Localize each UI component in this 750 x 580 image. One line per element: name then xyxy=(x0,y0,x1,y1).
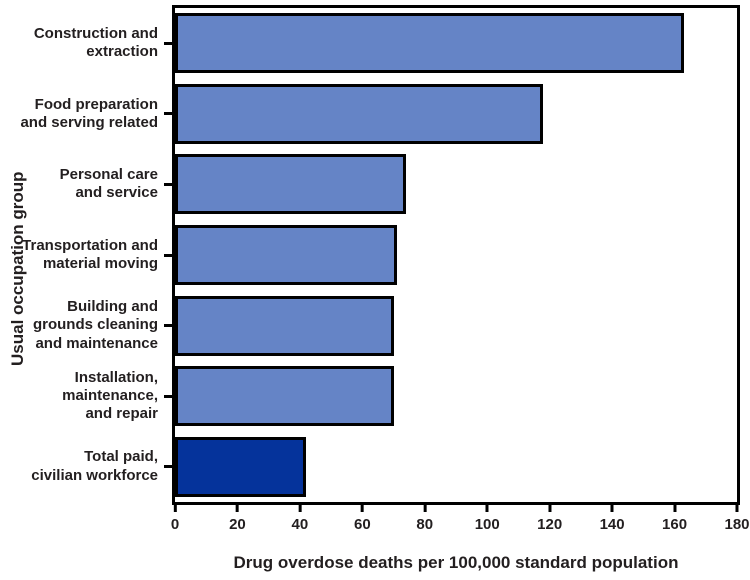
x-tick-label: 100 xyxy=(474,516,500,533)
x-tick-label: 140 xyxy=(599,516,625,533)
x-tick: 140 xyxy=(600,505,625,533)
x-tick-line xyxy=(235,505,239,512)
category-row: Building and grounds cleaning and mainte… xyxy=(0,290,737,361)
bar-track xyxy=(175,149,737,220)
y-axis-tick xyxy=(164,253,172,257)
y-axis-tick xyxy=(164,41,172,45)
category-label: Personal care and service xyxy=(59,166,158,202)
x-tick-label: 0 xyxy=(170,516,180,533)
bar-track xyxy=(175,431,737,502)
x-tick: 180 xyxy=(724,505,750,533)
category-row: Personal care and service xyxy=(0,149,737,220)
x-tick: 0 xyxy=(171,505,179,533)
category-row: Food preparation and serving related xyxy=(0,79,737,150)
x-tick-line xyxy=(423,505,427,512)
bar-track xyxy=(175,8,737,79)
x-tick-label: 80 xyxy=(416,516,434,533)
x-tick-label: 160 xyxy=(662,516,688,533)
bar xyxy=(175,295,394,356)
category-row: Transportation and material moving xyxy=(0,220,737,291)
category-label: Construction and extraction xyxy=(33,24,158,61)
bar-track xyxy=(175,361,737,432)
x-tick-line xyxy=(548,505,552,512)
x-tick-line xyxy=(610,505,614,512)
x-tick: 80 xyxy=(416,505,433,533)
x-tick-label: 180 xyxy=(724,516,750,533)
x-tick-label: 60 xyxy=(353,516,371,533)
x-tick: 40 xyxy=(291,505,309,533)
x-tick-label: 120 xyxy=(537,516,563,533)
x-axis-title: Drug overdose deaths per 100,000 standar… xyxy=(233,553,679,572)
x-tick-line xyxy=(673,505,677,512)
x-tick-label: 40 xyxy=(291,516,309,533)
bar xyxy=(175,366,394,427)
category-rows: Construction and extraction Food preparat… xyxy=(0,8,737,502)
category-label: Total paid, civilian workforce xyxy=(31,448,158,484)
x-tick-line xyxy=(173,505,177,512)
category-label: Building and grounds cleaning and mainte… xyxy=(32,298,158,352)
bar xyxy=(175,225,397,286)
y-axis-tick xyxy=(164,465,172,469)
category-row: Total paid, civilian workforce xyxy=(0,431,737,502)
x-tick: 120 xyxy=(537,505,562,533)
bar-track xyxy=(175,290,737,361)
category-row: Installation, maintenance, and repair xyxy=(0,361,737,432)
x-tick-line xyxy=(735,505,739,512)
x-tick-line xyxy=(485,505,489,512)
x-tick: 20 xyxy=(229,505,246,533)
bar xyxy=(175,436,307,497)
category-label: Food preparation and serving related xyxy=(20,95,158,131)
x-tick-label: 20 xyxy=(229,516,246,533)
x-tick: 160 xyxy=(662,505,687,533)
x-tick: 100 xyxy=(475,505,500,533)
bar-track xyxy=(175,220,737,291)
category-label: Installation, maintenance, and repair xyxy=(62,368,158,423)
category-label: Transportation and material moving xyxy=(22,236,158,273)
x-axis-ticks: 0 20 40 60 80 100 120 140 160 180 xyxy=(171,505,750,545)
x-tick: 60 xyxy=(354,505,371,533)
y-axis-tick xyxy=(164,112,172,116)
bar xyxy=(175,154,407,215)
bar xyxy=(175,13,684,74)
x-tick-line xyxy=(360,505,364,512)
y-axis-tick xyxy=(164,182,172,186)
plot-frame xyxy=(172,5,740,505)
category-row: Construction and extraction xyxy=(0,8,737,79)
x-tick-line xyxy=(298,505,302,512)
bar-track xyxy=(175,79,737,150)
y-axis-tick xyxy=(164,324,172,328)
bar xyxy=(175,83,544,144)
y-axis-tick xyxy=(164,394,172,398)
